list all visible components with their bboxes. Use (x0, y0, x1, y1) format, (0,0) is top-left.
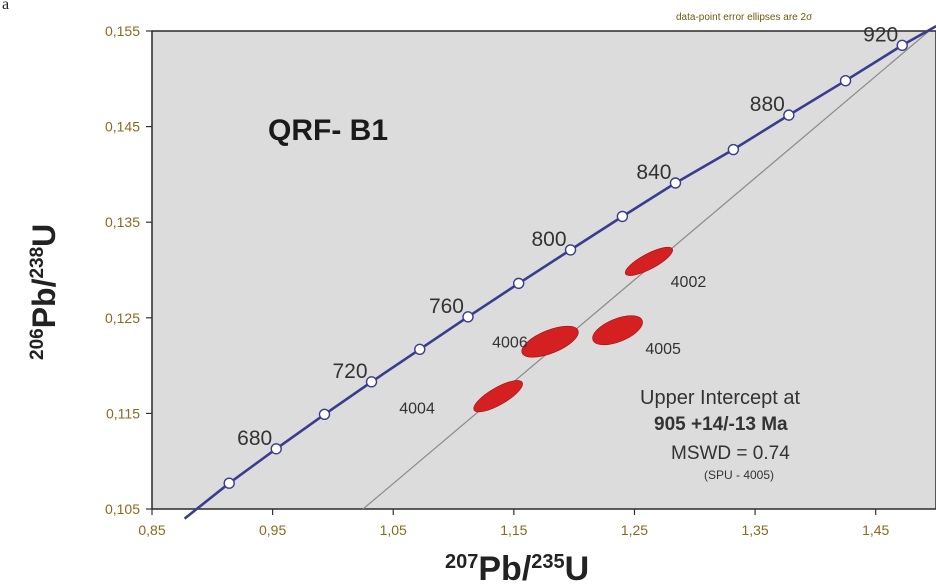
annotation-line2: 905 +14/-13 Ma (654, 414, 788, 435)
ellipse-label: 4002 (671, 274, 707, 291)
plot-area (151, 30, 936, 510)
concordia-layer (183, 25, 936, 520)
age-marker (783, 109, 795, 121)
age-label: 880 (750, 93, 785, 116)
x-tick-label: 0,85 (138, 522, 165, 538)
ellipse-layer (473, 246, 673, 413)
y-axis-label: 206Pb/238U (26, 224, 62, 360)
age-marker (896, 39, 908, 52)
y-tick-label: 0,155 (105, 23, 140, 39)
age-marker (223, 477, 235, 489)
age-marker (669, 177, 682, 189)
concordia-curve (183, 25, 936, 520)
axis-ticks (146, 30, 877, 515)
age-marker (462, 311, 474, 323)
age-label: 720 (332, 360, 367, 383)
intercept-annotation: Upper Intercept at 905 +14/-13 Ma MSWD =… (640, 387, 801, 482)
age-marker (727, 143, 740, 156)
x-tick-label: 1,35 (741, 522, 768, 538)
age-marker (616, 210, 629, 223)
y-axis-label-sup2: 238 (27, 247, 48, 279)
ellipse-label: 4006 (492, 334, 528, 351)
label-layer: 680 720 760 800 840 880 920 4002 4006 4005 4004 (237, 23, 898, 449)
age-marker (414, 343, 426, 356)
y-tick-label: 0,135 (105, 214, 140, 230)
x-tick-label: 1,05 (380, 522, 407, 538)
annotation-line1: Upper Intercept at (640, 387, 801, 409)
x-axis-label-tail: U (565, 550, 590, 587)
error-ellipse-4006 (521, 325, 579, 358)
y-tick-label: 0,115 (106, 405, 140, 421)
chart-title: QRF- B1 (268, 114, 388, 147)
ellipse-label: 4004 (399, 400, 435, 417)
age-marker (365, 376, 378, 388)
y-tick-label: 0,125 (105, 310, 140, 326)
age-label: 800 (531, 228, 566, 251)
x-tick-label: 1,45 (862, 522, 889, 538)
x-tick-label: 1,25 (621, 522, 648, 538)
x-tick-label: 1,15 (500, 522, 527, 538)
age-label: 840 (636, 161, 671, 184)
y-axis-label-sup1: 206 (27, 328, 48, 360)
error-ellipse-4005 (592, 315, 643, 346)
x-axis-label-sup1: 207 (445, 551, 478, 573)
y-tick-label: 0,105 (105, 501, 140, 517)
y-tick-label: 0,145 (105, 119, 140, 135)
x-tick-label: 0,95 (259, 522, 286, 538)
error-ellipse-4002 (624, 246, 673, 276)
age-marker (318, 408, 331, 421)
age-label: 760 (429, 295, 464, 318)
annotation-line4: (SPU - 4005) (704, 468, 774, 482)
y-axis-label-base: Pb/ (26, 278, 62, 328)
y-tick-labels: 0,105 0,115 0,125 0,135 0,145 0,155 (105, 23, 140, 517)
age-marker (270, 443, 282, 455)
panel-label: a (2, 0, 10, 13)
annotation-line3: MSWD = 0.74 (671, 443, 790, 464)
age-marker (564, 244, 577, 256)
x-axis-label-sup2: 235 (531, 551, 564, 573)
error-ellipse-4004 (473, 380, 523, 413)
x-axis-label-base: Pb/ (478, 550, 531, 587)
ellipse-label: 4005 (645, 341, 681, 358)
error-ellipse-note: data-point error ellipses are 2σ (676, 12, 813, 23)
x-tick-labels: 0,85 0,95 1,05 1,15 1,25 1,35 1,45 (138, 522, 889, 538)
y-axis-label-tail: U (26, 224, 62, 247)
age-label: 680 (237, 427, 272, 450)
age-marker (512, 277, 525, 290)
age-marker (839, 75, 852, 87)
age-label: 920 (863, 23, 898, 46)
x-axis-label: 207Pb/235U (445, 550, 589, 587)
